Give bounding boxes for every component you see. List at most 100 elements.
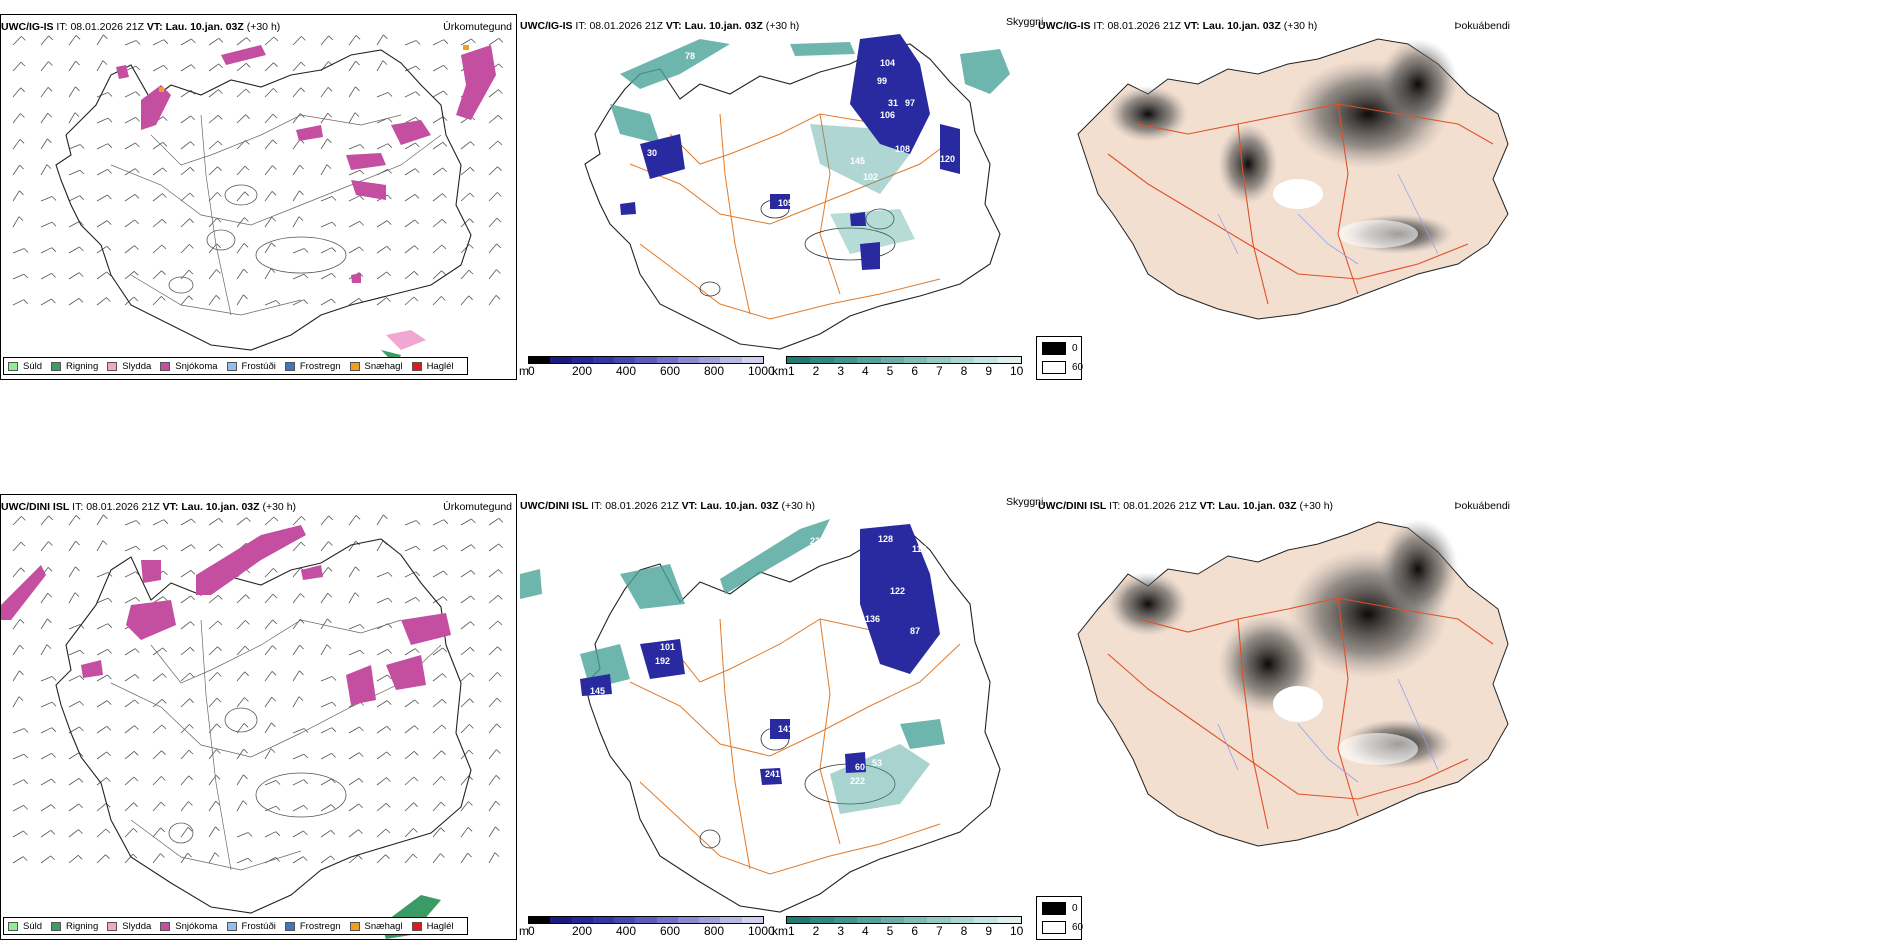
wind-barb: [460, 852, 469, 864]
scale-tick-label: 0: [528, 924, 535, 938]
legend-label: Frostúði: [241, 920, 276, 932]
wind-barb: [180, 38, 192, 46]
panel-header-bottom-vis: UWC/DINI ISL IT: 08.01.2026 21Z VT: Lau.…: [520, 500, 815, 512]
wind-barb: [348, 649, 361, 656]
ceiling-value-label: 136: [865, 614, 880, 624]
legend-item: Rigning: [51, 921, 98, 932]
wind-barb: [152, 519, 164, 526]
wind-barb: [432, 570, 444, 578]
scale-bin: [550, 917, 572, 923]
wind-barb-flag: [442, 596, 448, 601]
ceiling-value-label: 132: [940, 604, 955, 614]
wind-barb: [180, 115, 191, 124]
wind-barb-flag: [443, 90, 448, 96]
wind-barb: [40, 138, 48, 150]
wind-barb: [460, 544, 472, 552]
wind-barb: [264, 568, 274, 578]
model-name: UWC/DINI ISL: [1, 501, 70, 513]
scale-tick-label: 5: [886, 364, 894, 378]
wind-barb: [404, 520, 417, 526]
scale-tick-label: 600: [660, 924, 681, 938]
wind-barb-flag: [243, 268, 248, 274]
wind-barb: [404, 168, 416, 176]
wind-barb-flag: [161, 270, 166, 275]
wind-barb-flag: [161, 699, 167, 704]
wind-barb-flag: [442, 193, 447, 198]
scale-bin: [635, 917, 657, 923]
wind-barb: [292, 830, 304, 838]
wind-barb-flag: [495, 295, 501, 300]
wind-barb: [180, 595, 191, 604]
legend-item: Frostregn: [284, 921, 341, 932]
glacier-outlines: [168, 184, 347, 294]
scale-bin: [550, 357, 572, 363]
wind-barb: [124, 219, 135, 228]
wind-barb-flag: [162, 142, 168, 147]
legend-item: Slydda: [107, 361, 151, 372]
legend-item: Rigning: [51, 361, 98, 372]
wind-barb-flag: [218, 89, 223, 94]
wind-barb: [488, 775, 497, 786]
wind-barb-flag: [298, 696, 304, 701]
wind-barb: [40, 804, 52, 812]
wind-barb: [348, 854, 359, 864]
wind-barb-flag: [107, 143, 113, 148]
wind-barb: [208, 63, 219, 72]
wind-barb-flag: [105, 854, 110, 859]
scale-bin: [904, 917, 928, 923]
wind-barb: [264, 268, 272, 280]
wind-barb: [68, 112, 76, 124]
wind-barb: [264, 191, 273, 202]
wind-barb: [460, 192, 471, 202]
wind-barb-flag: [105, 828, 111, 834]
wind-barb: [180, 295, 190, 306]
wind-barb-flag: [163, 545, 168, 550]
wind-barb: [376, 725, 388, 734]
fog-map-bottom: [1077, 519, 1509, 847]
wind-barb-flag: [103, 34, 108, 40]
roads: [110, 619, 442, 871]
wind-barb-flag: [75, 540, 80, 546]
wind-barb-flag: [244, 697, 249, 702]
scale-bin: [857, 917, 881, 923]
scale-bar: [528, 916, 764, 924]
scale-tick-label: 1000: [748, 364, 775, 378]
wind-barb-flag: [135, 545, 141, 551]
fog-title: Þokuábendi: [1454, 20, 1510, 32]
wind-barb-flag: [51, 727, 57, 732]
wind-barb: [404, 270, 415, 280]
wind-barb: [292, 644, 301, 656]
legend-label: Rigning: [66, 360, 99, 372]
wind-barb: [152, 776, 162, 786]
wind-barb: [208, 672, 218, 682]
wind-barb: [292, 216, 300, 228]
scale-tick-label: 9: [985, 924, 993, 938]
visibility-title: Skyggni: [1006, 16, 1044, 28]
wind-barb-flag: [51, 778, 56, 784]
wind-barb: [180, 775, 190, 786]
wind-barb: [180, 569, 192, 578]
scale-tick-label: 400: [616, 924, 637, 938]
wind-barb: [264, 516, 275, 526]
scale-bin: [592, 917, 615, 923]
wind-barb: [320, 592, 329, 604]
scale-bin: [880, 357, 905, 363]
wind-barb-flag: [498, 89, 503, 94]
wind-barb: [488, 37, 500, 46]
wind-barb: [292, 728, 305, 734]
wind-barb: [68, 169, 81, 176]
wind-barb: [432, 673, 443, 682]
wind-barb: [68, 854, 79, 864]
wind-barb-flag: [382, 60, 388, 65]
wind-barb-flag: [414, 168, 420, 173]
wind-barb-flag: [79, 169, 85, 175]
wind-barb: [404, 853, 414, 864]
wind-barb: [96, 245, 108, 254]
roads: [110, 114, 442, 316]
wind-barb: [236, 114, 246, 124]
wind-barb: [152, 39, 164, 46]
wind-barb-flag: [359, 624, 365, 629]
wind-barb-flag: [23, 753, 29, 759]
fog-swatch-low: [1042, 921, 1066, 934]
wind-barb-flag: [135, 40, 141, 45]
